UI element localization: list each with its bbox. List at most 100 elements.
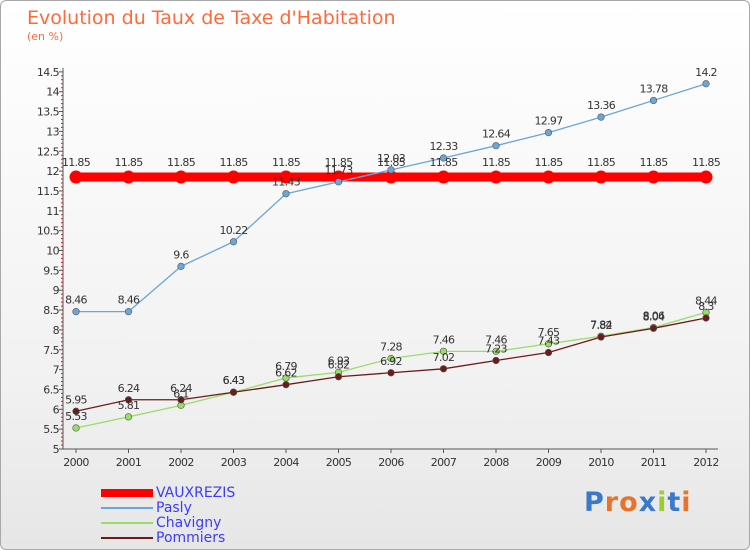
y-tick-label: 10 [46,245,59,258]
x-tick-label: 2009 [536,456,562,469]
y-tick-label: 11.5 [37,185,60,198]
data-label-vauxrezis: 11.85 [692,156,721,169]
data-point-pasly [649,96,658,105]
x-tick-label: 2010 [588,456,614,469]
x-tick-label: 2003 [221,456,247,469]
data-label-pommiers: 8.04 [643,310,665,323]
y-tick-label: 9 [53,284,60,297]
data-point-pommiers [334,373,343,381]
legend-label: Pommiers [156,530,226,546]
logo-letter: o [619,487,639,518]
data-point-pommiers [649,324,658,332]
data-label-vauxrezis: 11.85 [325,156,354,169]
data-point-pasly [124,308,133,316]
data-point-pommiers [124,396,133,404]
data-label-chavigny: 8.44 [695,294,717,307]
data-label-pommiers: 6.92 [380,355,402,368]
data-label-pommiers: 6.43 [223,374,245,387]
data-label-pommiers: 6.24 [170,382,192,395]
data-point-pasly [597,113,605,121]
data-point-pommiers [282,381,290,389]
chart-title: Evolution du Taux de Taxe d'Habitation [27,7,396,29]
data-label-pasly: 8.46 [118,294,140,307]
data-label-vauxrezis: 11.85 [272,156,301,169]
series-line-pasly [75,83,707,313]
data-label-pasly: 9.6 [173,248,189,261]
logo-letter: i [681,487,692,518]
y-tick-label: 6.5 [43,383,59,396]
legend-label: Chavigny [156,515,222,531]
y-tick-label: 12 [46,165,59,178]
y-tick-label: 13 [46,125,59,138]
data-point-pommiers [544,348,553,357]
logo-letter: i [657,487,668,518]
logo-letter: x [638,487,658,518]
y-tick-label: 12.5 [37,145,60,158]
x-tick-label: 2006 [378,456,404,469]
data-point-pommiers [492,356,500,365]
y-tick-label: 14.5 [37,66,60,79]
data-label-chavigny: 7.65 [538,326,560,339]
data-point-pasly [544,128,553,137]
y-tick-label: 7.5 [43,344,59,357]
data-label-pommiers: 7.23 [485,342,507,355]
data-label-vauxrezis: 11.85 [115,156,144,169]
data-label-pasly: 13.78 [640,82,669,95]
legend-swatch [101,507,153,509]
y-tick-label: 5 [53,443,60,456]
y-tick-label: 11 [46,205,59,218]
data-point-chavigny [492,347,500,355]
x-tick-label: 2007 [431,456,457,469]
chart-subtitle: (en %) [27,30,64,43]
y-tick-label: 5.5 [43,423,59,436]
x-tick-label: 2012 [693,456,719,469]
data-label-pommiers: 7.02 [433,351,455,364]
x-tick-label: 2011 [641,456,667,469]
data-point-pasly [702,80,710,88]
data-label-chavigny: 7.46 [433,333,455,346]
data-label-pasly: 12.33 [430,140,459,153]
data-point-pasly [282,190,290,198]
data-point-vauxrezis [122,170,135,184]
data-point-vauxrezis [279,170,293,184]
data-point-pasly [177,262,185,270]
data-label-pasly: 12.03 [377,152,406,165]
x-tick-label: 2000 [63,456,89,469]
logo-letter: r [604,487,620,518]
y-tick-label: 7 [53,364,60,377]
data-point-pasly [439,154,448,162]
data-label-pommiers: 6.62 [275,367,297,380]
legend-swatch [101,522,153,524]
data-point-vauxrezis [227,170,240,184]
data-label-vauxrezis: 11.85 [62,156,91,169]
data-label-vauxrezis: 11.85 [167,156,196,169]
data-point-pasly [492,142,500,150]
data-point-chavigny [544,340,553,348]
data-point-vauxrezis [647,170,660,184]
data-point-vauxrezis [542,170,555,184]
data-label-chavigny: 7.84 [590,318,612,331]
data-point-chavigny [439,347,448,355]
data-label-vauxrezis: 11.85 [482,156,511,169]
data-label-chavigny: 7.28 [380,340,402,353]
y-tick-label: 9.5 [43,264,59,277]
data-point-pommiers [702,314,710,322]
data-point-pommiers [177,396,185,404]
data-point-vauxrezis [384,170,398,184]
data-label-pasly: 8.46 [65,294,87,307]
data-label-pasly: 12.64 [482,128,511,141]
data-label-pommiers: 8.3 [698,300,714,313]
data-label-pommiers: 6.24 [118,382,140,395]
x-tick-label: 2004 [273,456,299,469]
x-tick-label: 2008 [483,456,509,469]
data-point-chavigny [72,424,80,432]
x-tick-label: 2005 [326,456,352,469]
y-tick-label: 14 [46,86,59,99]
data-label-pasly: 12.97 [535,115,564,128]
data-label-chavigny: 6.79 [275,360,297,373]
data-label-pasly: 10.22 [220,224,248,237]
data-point-vauxrezis [174,170,188,184]
data-point-pasly [72,308,80,316]
